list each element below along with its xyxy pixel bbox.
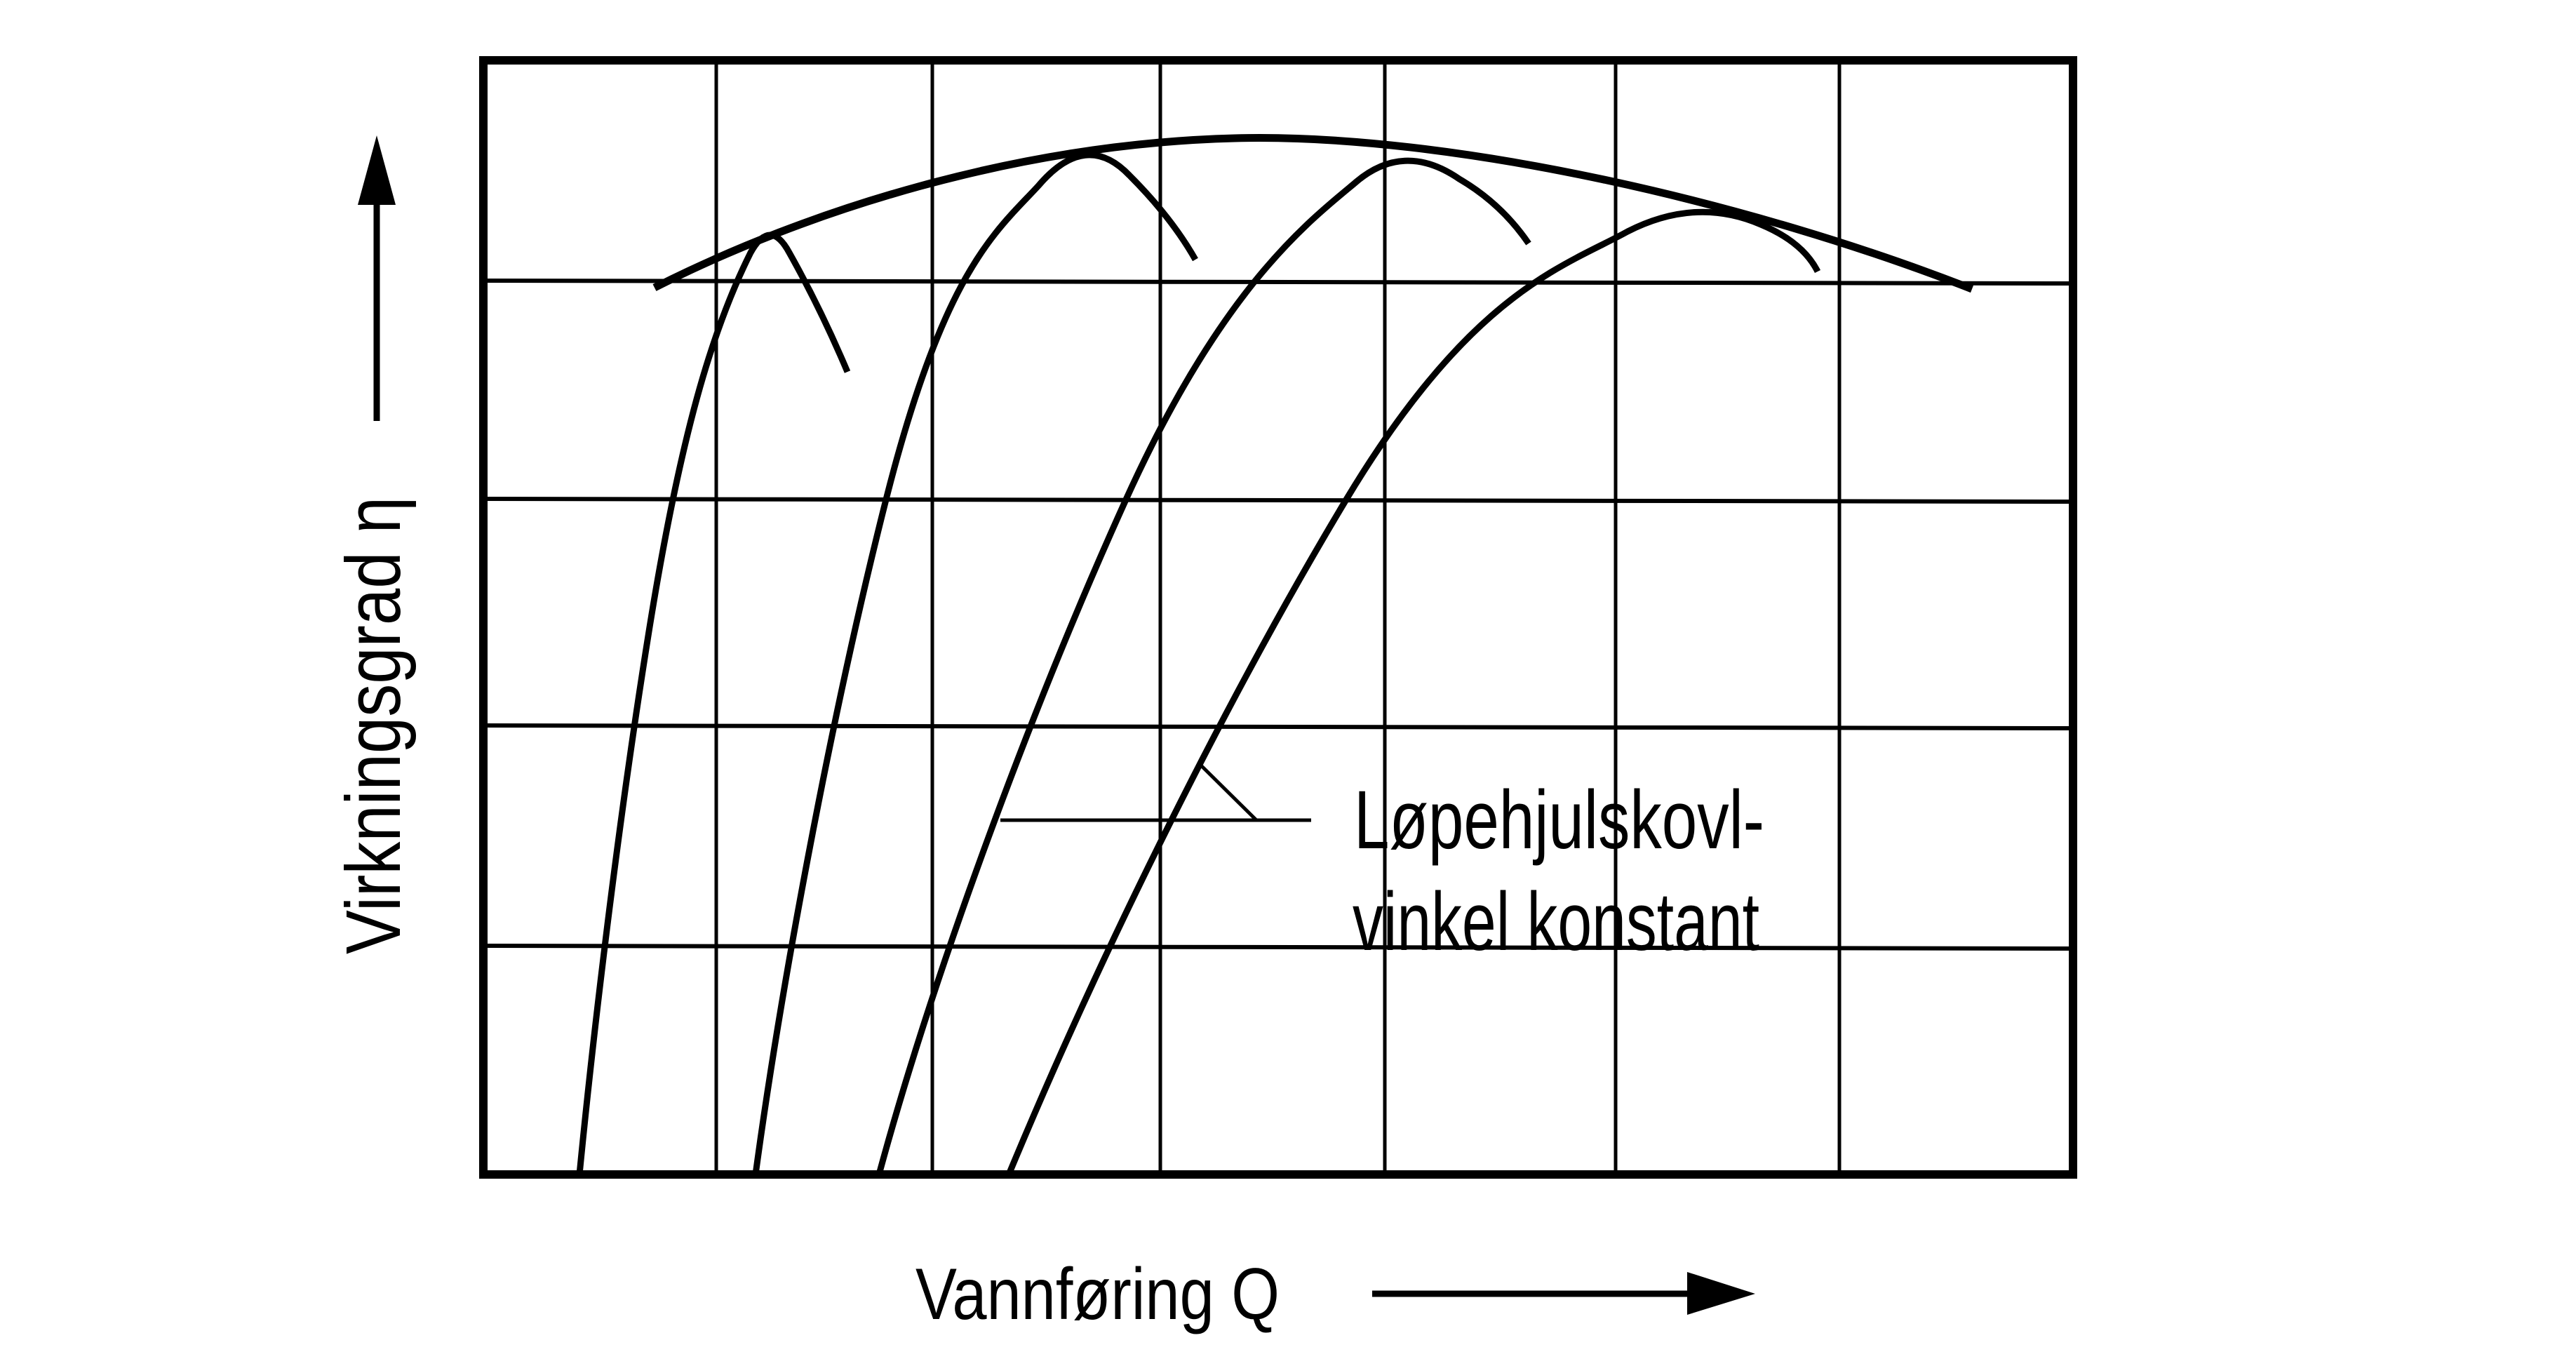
annotation-leader — [1000, 762, 1311, 822]
efficiency-curves — [576, 152, 1821, 1176]
gridline-h4 — [483, 944, 2074, 951]
gridline-h2 — [483, 497, 2074, 504]
plot-frame — [479, 56, 2077, 1179]
curve-2 — [752, 152, 1198, 1175]
arrow-right-icon — [1372, 1272, 1755, 1315]
gridline-h3 — [483, 723, 2074, 730]
curve-1 — [576, 232, 851, 1175]
curve-4 — [1005, 208, 1821, 1176]
leader-diagonal — [1198, 762, 1258, 822]
x-axis-label: Vannføring Q — [915, 1254, 1280, 1335]
annotation-line-1: Løpehjulskovl- — [1354, 774, 1764, 866]
arrow-up-icon — [358, 135, 396, 421]
gridline-h1 — [483, 279, 2074, 286]
annotation-line-2: vinkel konstant — [1353, 876, 1759, 968]
curve-3 — [876, 157, 1531, 1176]
horizontal-gridlines — [483, 279, 2074, 951]
envelope-curve — [652, 134, 1974, 293]
y-axis-label: Virkningsgrad η — [330, 497, 417, 954]
